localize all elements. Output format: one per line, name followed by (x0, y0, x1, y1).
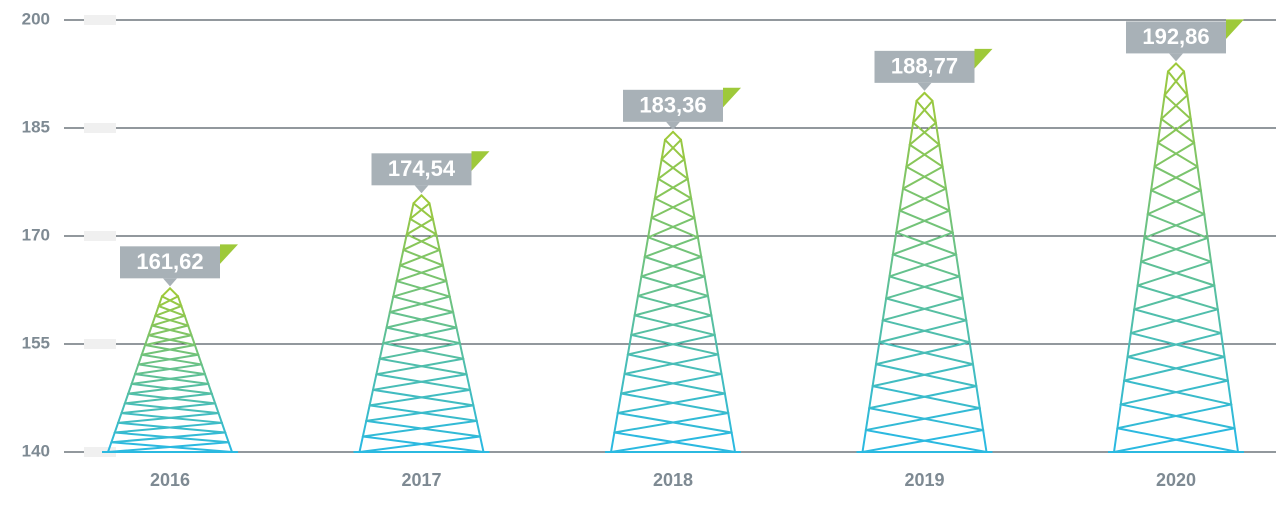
xtick-label: 2017 (401, 470, 441, 490)
xtick-label: 2019 (904, 470, 944, 490)
tower-bar: 188,77 (857, 49, 993, 452)
accent-triangle-icon (1226, 19, 1244, 39)
tower-bar: 174,54 (354, 151, 490, 452)
accent-triangle-icon (220, 244, 238, 264)
value-label: 188,77 (891, 54, 958, 79)
ytick-label: 185 (22, 117, 50, 136)
ytick-label: 140 (22, 441, 50, 460)
xtick-label: 2020 (1156, 470, 1196, 490)
value-label: 174,54 (388, 156, 456, 181)
value-label: 183,36 (639, 93, 706, 118)
ytick-label: 155 (22, 333, 50, 352)
xtick-label: 2018 (653, 470, 693, 490)
ytick-label: 170 (22, 225, 50, 244)
accent-triangle-icon (723, 88, 741, 108)
accent-triangle-icon (472, 151, 490, 171)
value-label: 161,62 (136, 249, 203, 274)
xtick-label: 2016 (150, 470, 190, 490)
ytick-label: 200 (22, 9, 50, 28)
value-label: 192,86 (1142, 24, 1209, 49)
accent-triangle-icon (975, 49, 993, 69)
tower-bar: 183,36 (605, 88, 741, 452)
tower-bar: 161,62 (102, 244, 238, 452)
chart-container: 140 155 170 185 200 161,62 2016 174,54 2017 183,3… (0, 0, 1280, 508)
tower-bar-chart: 140 155 170 185 200 161,62 2016 174,54 2017 183,3… (0, 0, 1280, 508)
